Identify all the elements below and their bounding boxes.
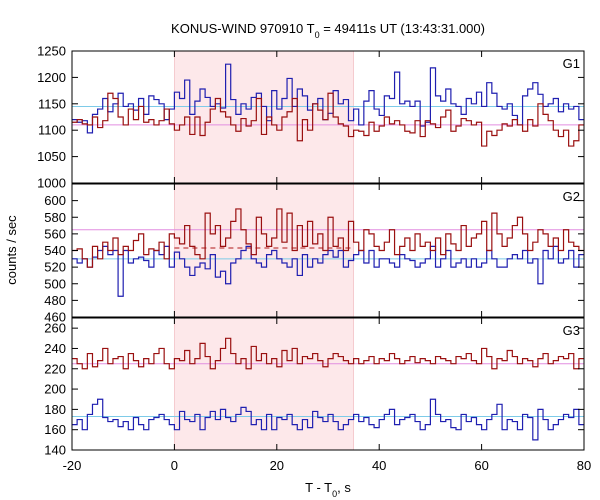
- x-tick-label: 60: [474, 458, 488, 473]
- panel-g3: 140 160 180 200 220 240 260 G3 -20 0 20 40 60 80: [44, 317, 591, 473]
- y-tick-label: 560: [44, 226, 66, 241]
- x-tick-label: 20: [270, 458, 284, 473]
- x-tick-label: 40: [372, 458, 386, 473]
- y-tick-label: 1050: [37, 149, 66, 164]
- x-tick-label: 80: [577, 458, 591, 473]
- x-tick-label: 0: [171, 458, 178, 473]
- y-tick-label: 500: [44, 276, 66, 291]
- panel-label: G1: [563, 56, 580, 71]
- y-tick-label: 1100: [38, 123, 66, 138]
- y-tick-label: 540: [44, 243, 66, 258]
- y-tick-label: 140: [44, 443, 66, 458]
- x-axis-label: T - T0, s: [305, 480, 351, 499]
- shaded-interval: [173, 50, 354, 184]
- y-axis-label: counts / sec: [4, 215, 19, 285]
- panel-g1: 1000 1050 1100 1150 1200 1250 G1: [37, 44, 585, 191]
- panel-frame: [71, 317, 585, 451]
- y-tick-label: 600: [44, 193, 66, 208]
- y-tick-label: 520: [44, 260, 66, 275]
- y-tick-label: 220: [44, 361, 66, 376]
- y-tick-label: 180: [44, 402, 66, 417]
- y-tick-label: 260: [44, 321, 66, 336]
- y-tick-label: 200: [44, 382, 66, 397]
- y-tick-label: 460: [44, 310, 66, 325]
- panel-frame: [71, 50, 585, 184]
- y-tick-label: 240: [44, 341, 66, 356]
- series-line-red: [72, 208, 584, 268]
- y-tick-label: 480: [44, 293, 66, 308]
- y-tick-label: 1150: [38, 96, 66, 111]
- x-tick-label: -20: [63, 458, 82, 473]
- series-line-red: [72, 92, 584, 147]
- series-line-red: [72, 337, 584, 370]
- y-tick-label: 1200: [37, 70, 66, 85]
- y-tick-label: 1000: [37, 176, 66, 191]
- chart-title: KONUS-WIND 970910 T0 = 49411s UT (13:43:…: [171, 21, 485, 40]
- shaded-interval: [173, 317, 354, 451]
- panel-label: G2: [563, 189, 580, 204]
- panel-label: G3: [563, 323, 580, 338]
- y-tick-label: 580: [44, 210, 66, 225]
- y-tick-label: 1250: [37, 44, 66, 59]
- y-tick-label: 160: [44, 422, 66, 437]
- series-line-blue: [72, 398, 584, 441]
